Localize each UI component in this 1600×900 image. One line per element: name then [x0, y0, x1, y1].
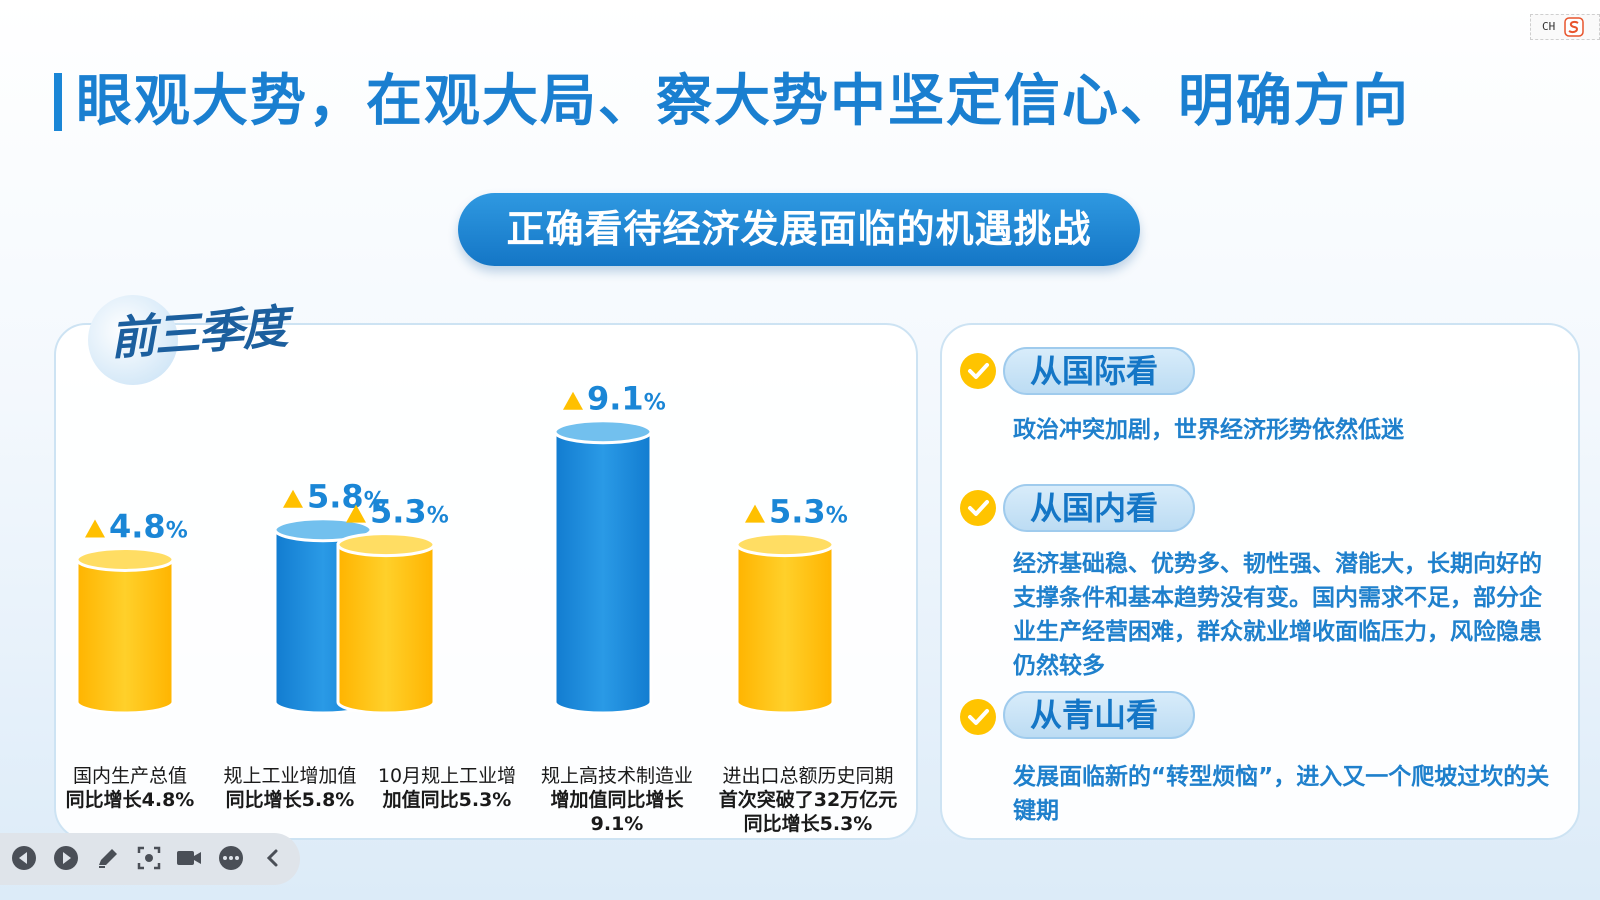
perspective-text: 经济基础稳、优势多、韧性强、潜能大，长期向好的支撑条件和基本趋势没有变。国内需求…: [1013, 551, 1542, 679]
next-icon[interactable]: [51, 843, 81, 873]
page-title: 眼观大势，在观大局、察大势中坚定信心、明确方向: [76, 69, 1410, 134]
category-label-line1: 10月规上工业增: [377, 765, 517, 787]
perspective-tag: [1003, 347, 1195, 395]
perspective-panel: [940, 323, 1580, 840]
category-label-line1: 进出口总额历史同期: [722, 765, 894, 787]
perspective-text: 发展面临新的“转型烦恼”，进入又一个爬坡过坎的关键期: [1013, 764, 1550, 824]
title-accent-bar: [54, 73, 62, 131]
category-label-line1: 规上高技术制造业: [540, 765, 693, 787]
bar: [336, 532, 436, 715]
language-indicator[interactable]: CH: [1542, 20, 1556, 33]
bar-chart: 4.8%5.8%5.3%9.1%5.3%: [75, 380, 848, 715]
screenshot-icon[interactable]: [134, 843, 164, 873]
category-label-line2: 同比增长4.8%: [65, 789, 195, 811]
up-triangle-icon: [283, 489, 303, 508]
pen-icon[interactable]: [93, 843, 123, 873]
category-label: 规上工业增加值 同比增长5.8%: [210, 764, 370, 812]
sogou-ime-icon[interactable]: [1564, 17, 1584, 37]
category-label: 国内生产总值 同比增长4.8%: [60, 764, 200, 812]
category-label-line2: 首次突破了32万亿元: [718, 789, 898, 811]
camera-icon[interactable]: [174, 843, 204, 873]
category-label-line2: 同比增长5.8%: [225, 789, 355, 811]
category-label-line3: 9.1%: [590, 813, 644, 835]
perspective-tag: [1003, 484, 1195, 532]
category-label-line3: 同比增长5.3%: [743, 813, 873, 835]
bar: [735, 532, 835, 715]
up-triangle-icon: [346, 504, 366, 523]
bar-value-label: 4.8%: [109, 507, 188, 545]
perspective-tag-label: 从国内看: [1030, 489, 1159, 527]
perspective-text: 政治冲突加剧，世界经济形势依然低迷: [1013, 417, 1404, 443]
category-label-line1: 规上工业增加值: [223, 765, 357, 787]
category-label: 规上高技术制造业 增加值同比增长 9.1%: [531, 764, 703, 836]
category-label-line2: 增加值同比增长: [550, 789, 684, 811]
category-label-line2: 加值同比5.3%: [382, 789, 512, 811]
up-triangle-icon: [563, 391, 583, 410]
collapse-icon[interactable]: [258, 843, 288, 873]
category-label: 进出口总额历史同期 首次突破了32万亿元 同比增长5.3%: [708, 764, 908, 836]
bar: [553, 419, 653, 715]
up-triangle-icon: [745, 504, 765, 523]
prev-icon[interactable]: [9, 843, 39, 873]
category-label-line1: 国内生产总值: [72, 765, 187, 787]
more-icon[interactable]: [216, 843, 246, 873]
up-triangle-icon: [85, 519, 105, 538]
check-icon: [960, 353, 996, 389]
perspective-tag-label: 从青山看: [1030, 696, 1159, 734]
badge-circle: [88, 295, 178, 385]
check-icon: [960, 699, 996, 735]
subtitle-pill: [458, 193, 1140, 266]
category-label: 10月规上工业增 加值同比5.3%: [372, 764, 522, 812]
bar: [75, 546, 175, 715]
perspective-tag-label: 从国际看: [1030, 352, 1159, 390]
check-icon: [960, 490, 996, 526]
bar-value-label: 9.1%: [587, 380, 666, 418]
bar-value-label: 5.3%: [370, 493, 449, 531]
perspective-tag: [1003, 691, 1195, 739]
bar-value-label: 5.3%: [769, 493, 848, 531]
subtitle-text: 正确看待经济发展面临的机遇挑战: [506, 207, 1092, 251]
